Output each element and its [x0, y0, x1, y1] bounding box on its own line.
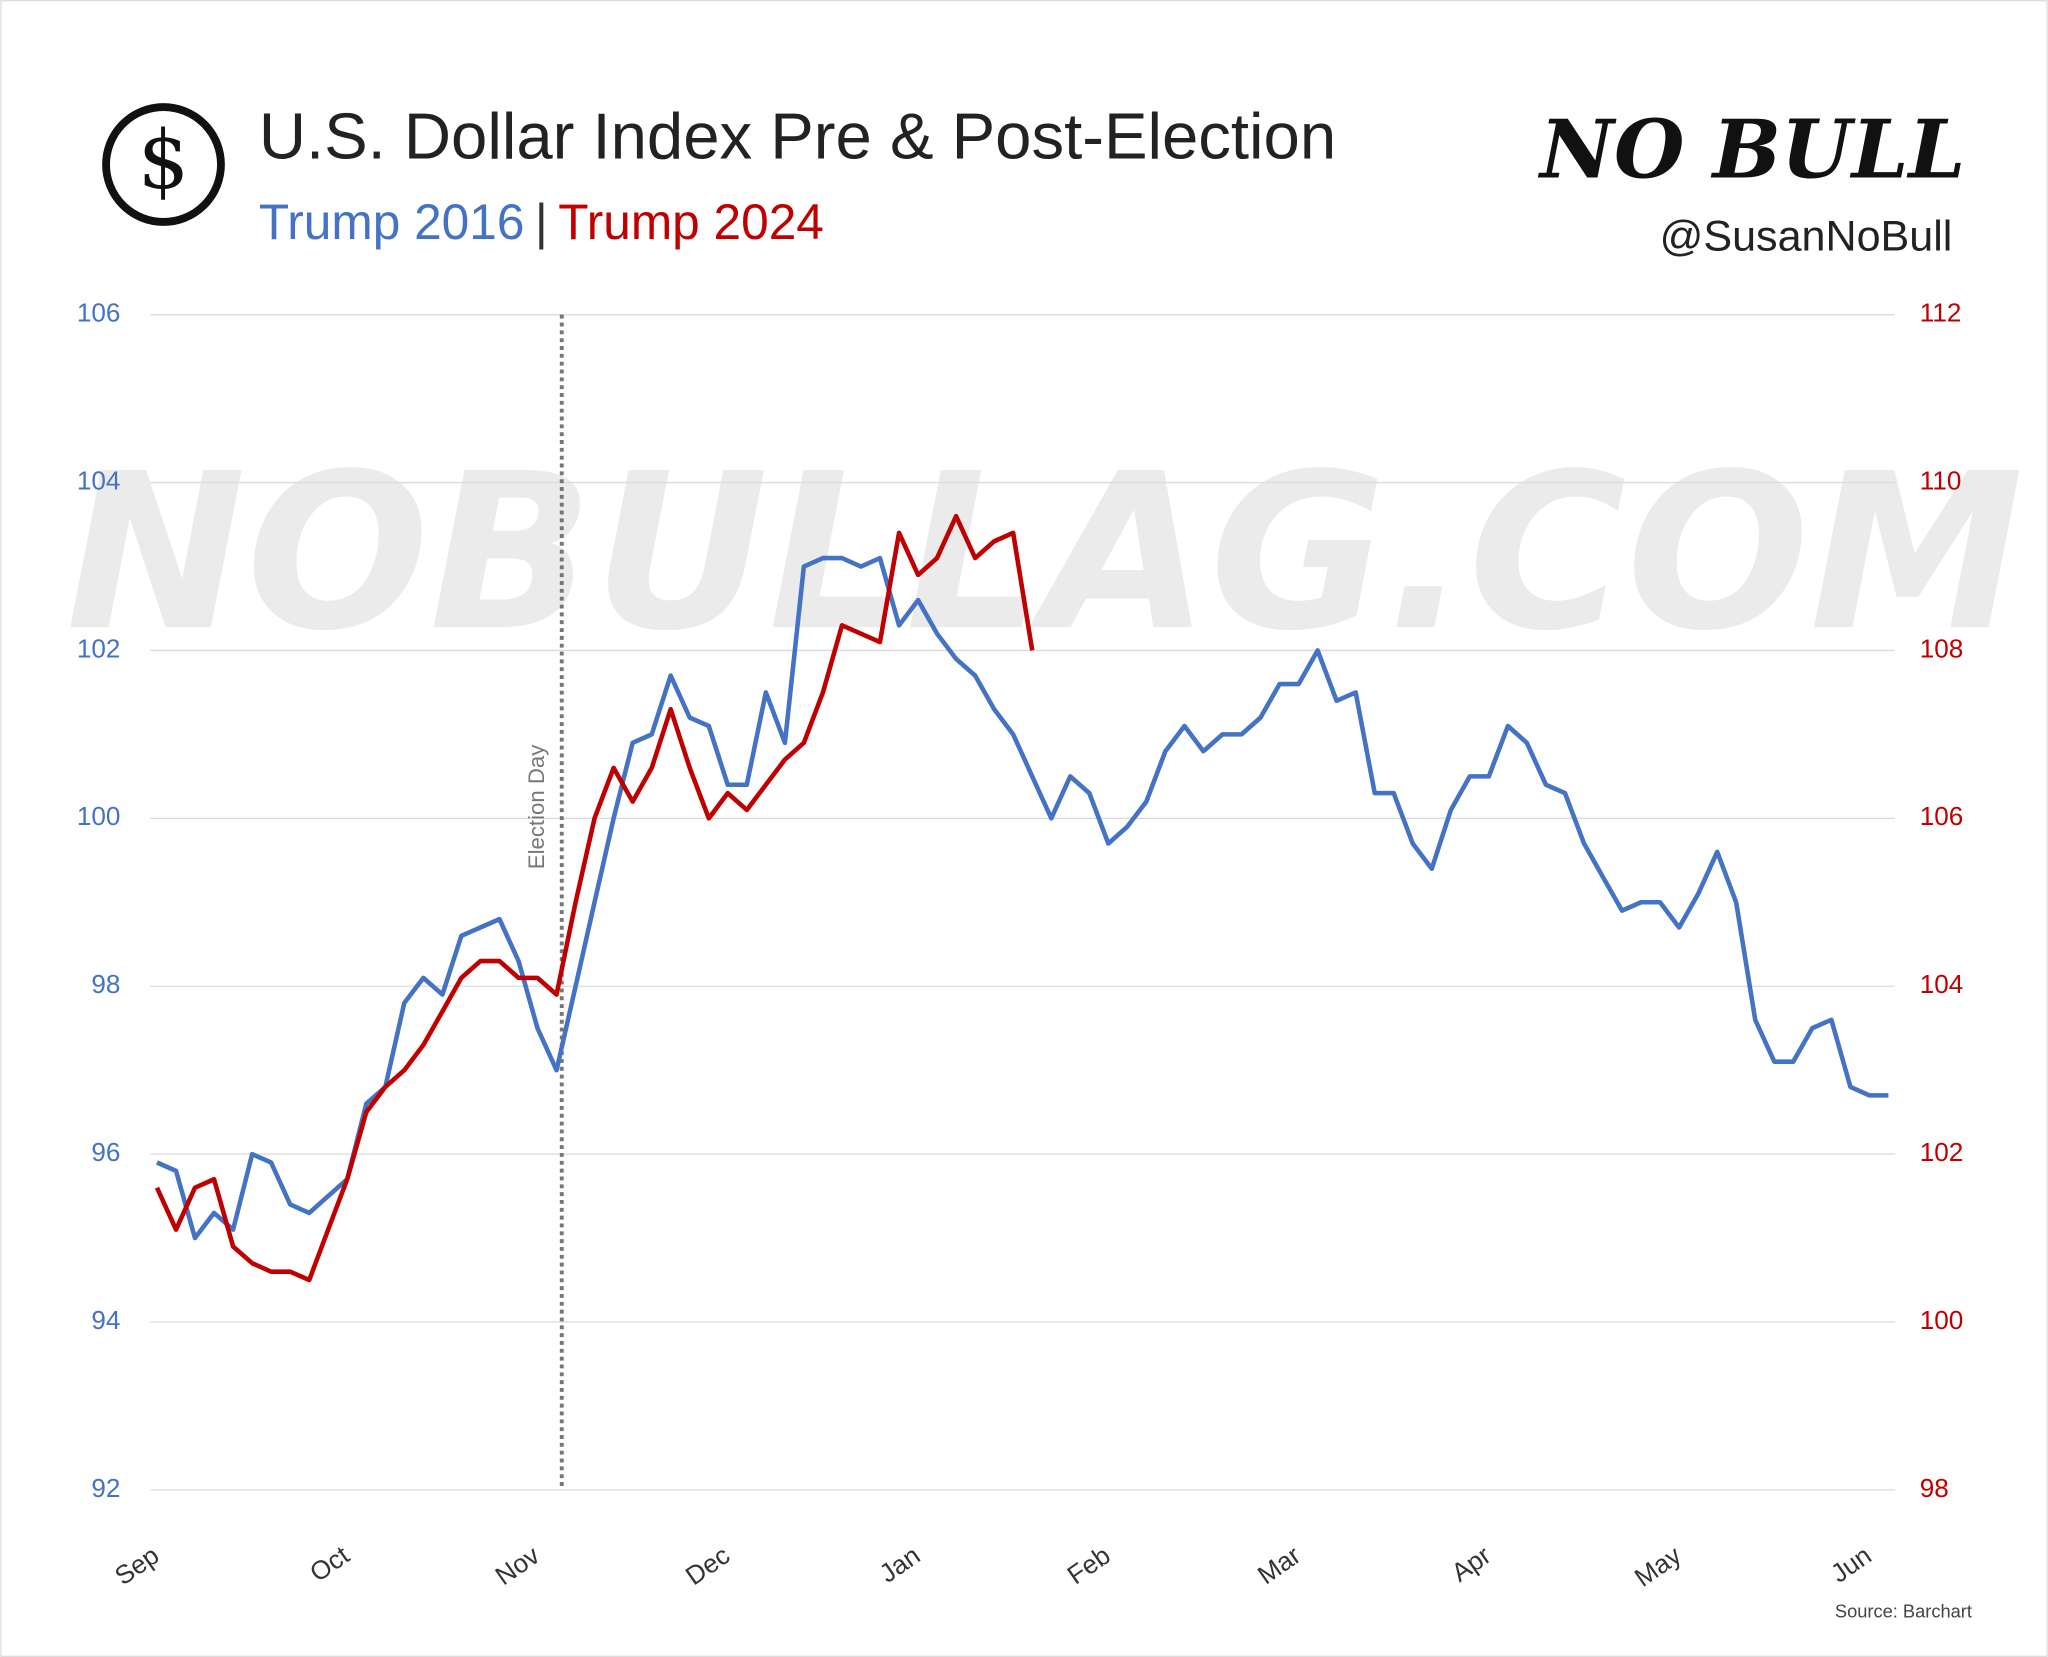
icon: $ [138, 114, 190, 208]
handle: @SusanNoBull [1660, 212, 1953, 260]
y-tick-label: 98 [91, 969, 120, 999]
chart-title: U.S. Dollar Index Pre & Post-Election [259, 99, 1336, 172]
logo: NO BULL [1537, 103, 1965, 198]
y-tick-label: 100 [77, 801, 121, 831]
y-tick-label: 102 [77, 633, 121, 663]
legend-entry: Trump 2024 [558, 194, 824, 250]
legend: Trump 2016 | Trump 2024 [259, 194, 824, 250]
watermark-layer: NOBULLAG.COM [66, 427, 2024, 678]
annotation: Election Day [524, 744, 549, 869]
y2-tick-label: 100 [1920, 1305, 1964, 1335]
legend-entry: Trump 2016 [259, 194, 525, 250]
legend-separator: | [535, 194, 548, 250]
watermark: NOBULLAG.COM [66, 427, 2024, 678]
source: Source: Barchart [1835, 1600, 1972, 1621]
y2-tick-label: 104 [1920, 969, 1964, 999]
y-tick-label: 92 [91, 1473, 120, 1503]
y2-tick-label: 102 [1920, 1137, 1964, 1167]
y-tick-label: 106 [77, 298, 121, 328]
y2-tick-label: 110 [1920, 465, 1962, 495]
y2-tick-label: 112 [1920, 298, 1962, 328]
y-tick-label: 104 [77, 465, 121, 495]
y2-tick-label: 98 [1920, 1473, 1949, 1503]
y-tick-label: 96 [91, 1137, 120, 1167]
icon-circle [102, 103, 225, 226]
series-line [154, 513, 1035, 1283]
series-line [156, 555, 1889, 1241]
y2-tick-label: 106 [1920, 801, 1964, 831]
y-tick-label: 94 [91, 1305, 120, 1335]
y2-tick-label: 108 [1920, 633, 1964, 663]
